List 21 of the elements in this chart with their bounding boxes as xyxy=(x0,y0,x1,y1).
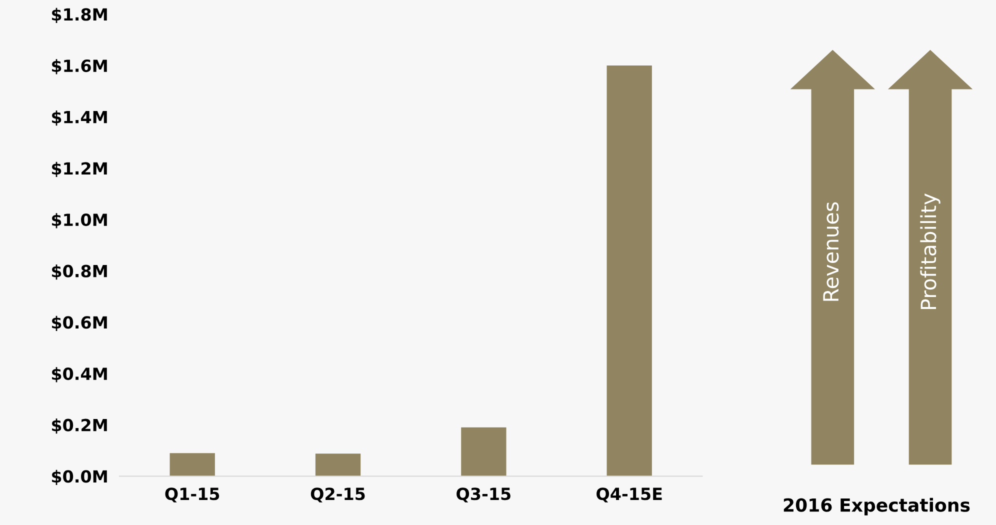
y-tick-label: $0.6M xyxy=(52,316,107,331)
text: Revenues xyxy=(823,202,839,301)
y-tick-label: $1.6M xyxy=(52,59,107,74)
text: 2016 Expectations xyxy=(784,498,970,516)
y-tick-label: $0.2M xyxy=(52,418,107,434)
bar xyxy=(606,66,652,476)
y-tick-label: $0.8M xyxy=(52,264,107,280)
bar xyxy=(315,454,361,476)
x-tick-label: Q4-15E xyxy=(596,488,662,502)
x-tick-label: Q3-15 xyxy=(456,488,510,502)
y-tick-label: $1.4M xyxy=(52,110,107,126)
y-tick-label: $0.4M xyxy=(52,367,107,382)
text: Profitability xyxy=(920,194,940,310)
y-tick-label: $1.8M xyxy=(52,8,107,23)
x-tick-label: Q1-15 xyxy=(165,488,220,502)
bar xyxy=(170,453,215,476)
x-tick-label: Q2-15 xyxy=(310,488,365,502)
y-tick-label: $1.0M xyxy=(52,213,107,228)
y-tick-label: $1.2M xyxy=(52,162,107,177)
y-tick-label: $0.0M xyxy=(52,470,107,485)
bar xyxy=(461,427,506,476)
